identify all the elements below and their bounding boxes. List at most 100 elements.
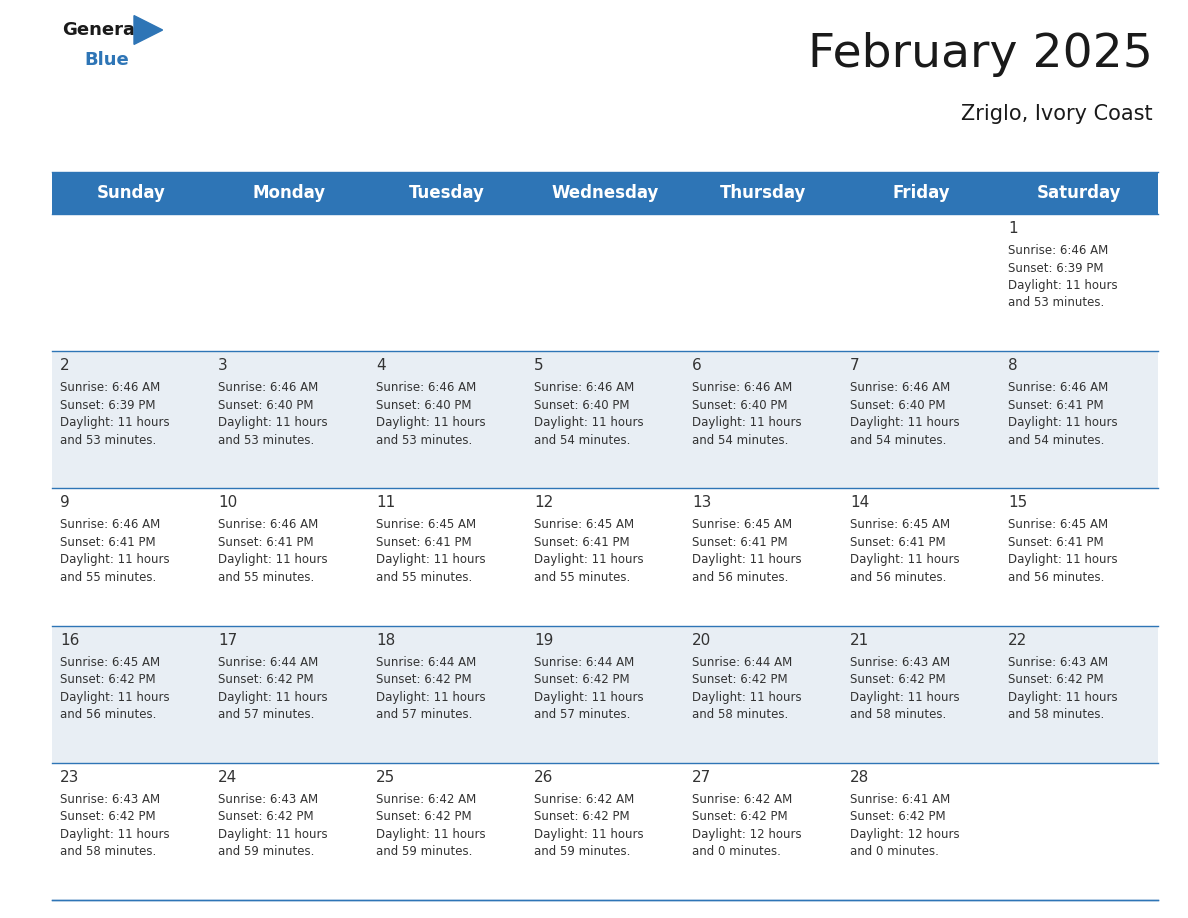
Text: Blue: Blue <box>84 51 128 69</box>
Text: 7: 7 <box>849 358 860 374</box>
Text: and 0 minutes.: and 0 minutes. <box>691 845 781 858</box>
Text: and 59 minutes.: and 59 minutes. <box>219 845 315 858</box>
Text: Sunset: 6:41 PM: Sunset: 6:41 PM <box>533 536 630 549</box>
Text: Sunset: 6:42 PM: Sunset: 6:42 PM <box>375 811 472 823</box>
Text: Sunset: 6:42 PM: Sunset: 6:42 PM <box>219 811 314 823</box>
Text: Saturday: Saturday <box>1037 184 1121 202</box>
Text: Sunrise: 6:43 AM: Sunrise: 6:43 AM <box>61 793 160 806</box>
Text: Daylight: 11 hours: Daylight: 11 hours <box>375 416 486 430</box>
Text: Daylight: 11 hours: Daylight: 11 hours <box>849 690 960 703</box>
Text: Monday: Monday <box>252 184 326 202</box>
Text: 15: 15 <box>1007 496 1028 510</box>
Text: Sunset: 6:42 PM: Sunset: 6:42 PM <box>375 673 472 686</box>
Text: 25: 25 <box>375 770 396 785</box>
Text: 4: 4 <box>375 358 386 374</box>
Text: and 55 minutes.: and 55 minutes. <box>61 571 157 584</box>
Text: Sunset: 6:40 PM: Sunset: 6:40 PM <box>849 398 946 411</box>
Bar <box>52 352 1158 488</box>
Text: Sunrise: 6:42 AM: Sunrise: 6:42 AM <box>691 793 792 806</box>
Text: and 54 minutes.: and 54 minutes. <box>849 433 947 447</box>
Text: Sunrise: 6:46 AM: Sunrise: 6:46 AM <box>1007 381 1108 394</box>
Text: 13: 13 <box>691 496 712 510</box>
Text: 5: 5 <box>533 358 544 374</box>
Text: 9: 9 <box>61 496 70 510</box>
Text: Daylight: 11 hours: Daylight: 11 hours <box>1007 554 1118 566</box>
Text: 27: 27 <box>691 770 712 785</box>
Text: Sunrise: 6:45 AM: Sunrise: 6:45 AM <box>691 519 792 532</box>
Text: Sunrise: 6:46 AM: Sunrise: 6:46 AM <box>219 519 318 532</box>
Text: Sunrise: 6:46 AM: Sunrise: 6:46 AM <box>61 381 160 394</box>
Text: Daylight: 11 hours: Daylight: 11 hours <box>61 690 170 703</box>
Text: Sunset: 6:42 PM: Sunset: 6:42 PM <box>219 673 314 686</box>
Text: and 56 minutes.: and 56 minutes. <box>691 571 789 584</box>
Text: and 58 minutes.: and 58 minutes. <box>1007 708 1105 722</box>
Text: Sunset: 6:40 PM: Sunset: 6:40 PM <box>219 398 314 411</box>
Text: Sunrise: 6:44 AM: Sunrise: 6:44 AM <box>533 655 634 668</box>
Text: Daylight: 12 hours: Daylight: 12 hours <box>691 828 802 841</box>
Text: Daylight: 11 hours: Daylight: 11 hours <box>375 690 486 703</box>
Text: 12: 12 <box>533 496 554 510</box>
Text: Daylight: 11 hours: Daylight: 11 hours <box>849 416 960 430</box>
Text: and 54 minutes.: and 54 minutes. <box>1007 433 1105 447</box>
Text: and 56 minutes.: and 56 minutes. <box>61 708 157 722</box>
Text: 26: 26 <box>533 770 554 785</box>
Text: 22: 22 <box>1007 633 1028 647</box>
Text: Sunset: 6:39 PM: Sunset: 6:39 PM <box>61 398 156 411</box>
Text: Daylight: 11 hours: Daylight: 11 hours <box>533 416 644 430</box>
Text: Daylight: 11 hours: Daylight: 11 hours <box>849 554 960 566</box>
Text: Sunrise: 6:43 AM: Sunrise: 6:43 AM <box>849 655 950 668</box>
Text: 18: 18 <box>375 633 396 647</box>
Text: Daylight: 11 hours: Daylight: 11 hours <box>1007 279 1118 292</box>
Text: and 53 minutes.: and 53 minutes. <box>61 433 157 447</box>
Text: and 53 minutes.: and 53 minutes. <box>375 433 473 447</box>
Text: Sunset: 6:40 PM: Sunset: 6:40 PM <box>375 398 472 411</box>
Text: 8: 8 <box>1007 358 1018 374</box>
Text: Daylight: 11 hours: Daylight: 11 hours <box>219 416 328 430</box>
Text: General: General <box>62 21 141 39</box>
Text: February 2025: February 2025 <box>808 32 1154 77</box>
Text: Sunrise: 6:44 AM: Sunrise: 6:44 AM <box>375 655 476 668</box>
Text: 16: 16 <box>61 633 80 647</box>
Text: and 53 minutes.: and 53 minutes. <box>1007 297 1105 309</box>
Text: Daylight: 11 hours: Daylight: 11 hours <box>533 554 644 566</box>
Text: Sunrise: 6:46 AM: Sunrise: 6:46 AM <box>219 381 318 394</box>
Text: Sunset: 6:41 PM: Sunset: 6:41 PM <box>375 536 472 549</box>
Text: and 55 minutes.: and 55 minutes. <box>375 571 473 584</box>
Text: Sunrise: 6:44 AM: Sunrise: 6:44 AM <box>691 655 792 668</box>
Text: Sunrise: 6:45 AM: Sunrise: 6:45 AM <box>849 519 950 532</box>
Text: Sunset: 6:42 PM: Sunset: 6:42 PM <box>61 811 156 823</box>
Text: Sunrise: 6:46 AM: Sunrise: 6:46 AM <box>691 381 792 394</box>
Text: Sunrise: 6:43 AM: Sunrise: 6:43 AM <box>1007 655 1108 668</box>
Text: Sunday: Sunday <box>96 184 165 202</box>
Text: 3: 3 <box>219 358 228 374</box>
Text: 10: 10 <box>219 496 238 510</box>
Text: Sunset: 6:41 PM: Sunset: 6:41 PM <box>691 536 788 549</box>
Text: 20: 20 <box>691 633 712 647</box>
Text: and 57 minutes.: and 57 minutes. <box>375 708 473 722</box>
Text: Daylight: 11 hours: Daylight: 11 hours <box>61 828 170 841</box>
Text: Daylight: 11 hours: Daylight: 11 hours <box>533 828 644 841</box>
Bar <box>52 763 1158 900</box>
Text: Sunset: 6:40 PM: Sunset: 6:40 PM <box>691 398 788 411</box>
Text: Daylight: 11 hours: Daylight: 11 hours <box>219 554 328 566</box>
Text: Daylight: 11 hours: Daylight: 11 hours <box>375 554 486 566</box>
Text: and 55 minutes.: and 55 minutes. <box>219 571 315 584</box>
Text: Daylight: 11 hours: Daylight: 11 hours <box>1007 416 1118 430</box>
Text: Daylight: 11 hours: Daylight: 11 hours <box>61 554 170 566</box>
Text: Sunrise: 6:46 AM: Sunrise: 6:46 AM <box>849 381 950 394</box>
Text: and 53 minutes.: and 53 minutes. <box>219 433 315 447</box>
Text: 24: 24 <box>219 770 238 785</box>
Text: and 55 minutes.: and 55 minutes. <box>533 571 631 584</box>
Text: and 58 minutes.: and 58 minutes. <box>849 708 947 722</box>
Text: 23: 23 <box>61 770 80 785</box>
Text: 21: 21 <box>849 633 870 647</box>
Text: 28: 28 <box>849 770 870 785</box>
Bar <box>52 625 1158 763</box>
Text: Daylight: 11 hours: Daylight: 11 hours <box>533 690 644 703</box>
Text: Tuesday: Tuesday <box>409 184 485 202</box>
Text: Sunrise: 6:45 AM: Sunrise: 6:45 AM <box>61 655 160 668</box>
Text: Sunrise: 6:45 AM: Sunrise: 6:45 AM <box>533 519 634 532</box>
Text: Sunrise: 6:43 AM: Sunrise: 6:43 AM <box>219 793 318 806</box>
Text: Sunrise: 6:42 AM: Sunrise: 6:42 AM <box>533 793 634 806</box>
Bar <box>52 488 1158 625</box>
